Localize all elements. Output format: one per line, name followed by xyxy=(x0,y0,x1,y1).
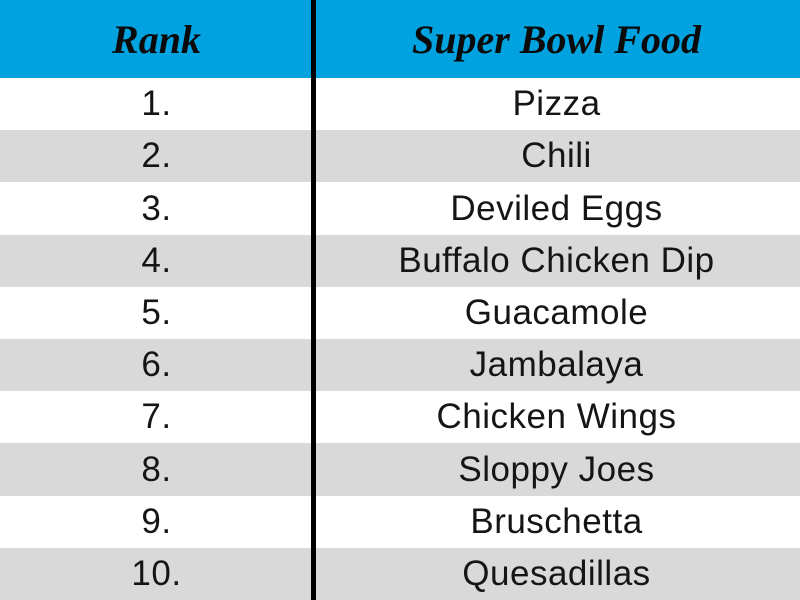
table-row: 3. Deviled Eggs xyxy=(0,182,800,235)
food-cell: Quesadillas xyxy=(462,553,651,593)
food-cell: Bruschetta xyxy=(470,501,643,541)
column-divider xyxy=(311,0,316,600)
food-cell: Deviled Eggs xyxy=(450,188,663,228)
rank-cell: 6. xyxy=(141,345,172,385)
table-row: 9. Bruschetta xyxy=(0,495,800,548)
table-row: 6. Jambalaya xyxy=(0,339,800,392)
rank-cell: 9. xyxy=(141,501,172,541)
rank-cell: 10. xyxy=(131,553,182,593)
table-row: 4. Buffalo Chicken Dip xyxy=(0,234,800,287)
rank-cell: 1. xyxy=(141,84,172,124)
column-header-rank: Rank xyxy=(112,16,201,62)
food-cell: Chili xyxy=(521,136,592,176)
table-row: 10. Quesadillas xyxy=(0,547,800,600)
rank-cell: 5. xyxy=(141,292,172,332)
table-row: 5. Guacamole xyxy=(0,286,800,340)
column-header-super-bowl-food: Super Bowl Food xyxy=(412,16,701,62)
rank-cell: 3. xyxy=(141,188,172,228)
table-body: 1. Pizza 2. Chili 3. Deviled Eggs 4. Buffalo Ch… xyxy=(0,78,800,600)
rank-cell: 4. xyxy=(141,240,172,280)
rank-cell: 7. xyxy=(141,397,172,437)
rank-cell: 2. xyxy=(141,136,172,176)
table-row: 8. Sloppy Joes xyxy=(0,443,800,496)
food-cell: Pizza xyxy=(512,84,601,124)
food-cell: Guacamole xyxy=(464,292,649,332)
rank-cell: 8. xyxy=(141,449,172,489)
food-cell: Sloppy Joes xyxy=(458,449,655,489)
table-header: Rank Super Bowl Food xyxy=(0,0,800,78)
food-cell: Buffalo Chicken Dip xyxy=(398,240,715,280)
food-cell: Chicken Wings xyxy=(436,397,677,437)
table-row: 7. Chicken Wings xyxy=(0,391,800,444)
table-row: 1. Pizza xyxy=(0,78,800,131)
food-cell: Jambalaya xyxy=(469,345,644,385)
table-row: 2. Chili xyxy=(0,130,800,183)
